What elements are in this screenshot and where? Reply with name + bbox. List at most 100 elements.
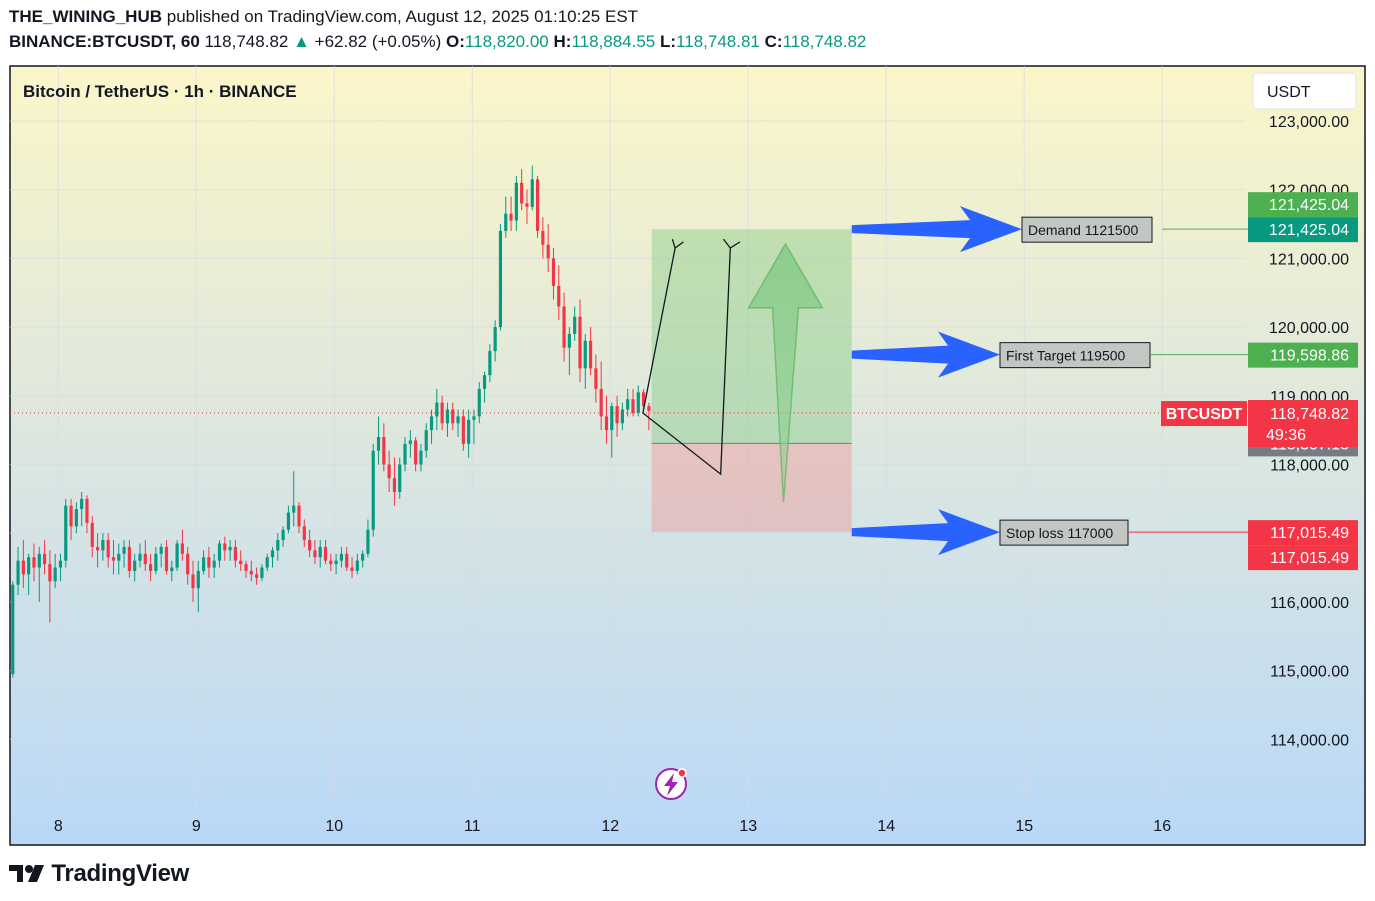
candle-body [398, 464, 402, 492]
price-tag [1248, 342, 1358, 368]
high-value: 118,884.55 [571, 32, 656, 51]
candle-body [615, 406, 619, 424]
big-up-arrow-icon [747, 242, 824, 503]
candle-body [308, 540, 312, 551]
candle-body [641, 392, 646, 407]
candle-body [382, 437, 386, 465]
candle-body [53, 567, 57, 582]
candle-body [392, 478, 397, 492]
candle-body [329, 560, 333, 565]
current-price-text: 118,748.82 [1270, 406, 1349, 423]
candle-body [318, 546, 322, 558]
candle-body [610, 406, 614, 431]
candle-body [514, 182, 518, 221]
publish-line: THE_WINING_HUB published on TradingView.… [9, 7, 638, 27]
price-tag-text: 119,598.86 [1270, 348, 1349, 365]
candle-body [588, 340, 593, 369]
price-labels: 121,425.04121,425.04119,598.86118,307.18… [1161, 192, 1358, 571]
candle-body [477, 388, 481, 417]
price-tick-label: 116,000.00 [1270, 595, 1349, 612]
candle-body [636, 392, 640, 413]
annotation-box [999, 342, 1151, 369]
candle-body [557, 285, 561, 307]
annotation-box [1021, 216, 1153, 243]
candle-body [546, 244, 550, 259]
candle-body [541, 230, 545, 245]
price-tick-label: 120,000.00 [1269, 320, 1349, 337]
candle-body [361, 553, 365, 561]
open-label: O: [446, 32, 465, 51]
price-tag [1248, 520, 1358, 546]
candle-body [504, 213, 508, 231]
candle-body [64, 505, 68, 561]
candle-body [175, 543, 179, 568]
candle-body [297, 505, 301, 527]
candle-body [286, 512, 291, 530]
candle-body [170, 567, 174, 571]
price-tag-text: 121,425.04 [1269, 197, 1349, 214]
price-tick-label: 114,000.00 [1270, 732, 1349, 749]
currency-button[interactable]: USDT [1252, 72, 1357, 110]
up-triangle-icon: ▲ [288, 32, 315, 51]
candle-body [355, 560, 359, 571]
time-tick-label: 11 [464, 818, 481, 835]
candle-body [80, 498, 84, 510]
candle-body [186, 553, 190, 575]
candle-body [122, 546, 126, 554]
current-price-tag [1248, 400, 1358, 448]
price-tag [1248, 217, 1358, 243]
candle-body [461, 416, 465, 444]
candle-body [106, 540, 110, 558]
tradingview-logo[interactable]: TradingView [9, 860, 189, 888]
blue-arrow-icon [851, 331, 1000, 378]
symbol-tag-text: BTCUSDT [1166, 406, 1243, 423]
candle-body [69, 505, 73, 527]
author-name[interactable]: THE_WINING_HUB [9, 7, 163, 26]
candle-body [244, 564, 248, 571]
candle-body [239, 560, 243, 565]
tradingview-logo-icon [9, 865, 44, 882]
symbol-tag [1161, 401, 1247, 427]
chart-title: Bitcoin / TetherUS · 1h · BINANCE [23, 82, 297, 101]
path-line-2 [642, 248, 731, 476]
candle-body [281, 529, 285, 541]
candle-body [143, 553, 147, 565]
price-tick-label: 115,000.00 [1270, 664, 1349, 681]
time-tick-label: 9 [192, 818, 201, 835]
candle-body [191, 574, 195, 589]
path-line-1 [642, 247, 676, 414]
time-tick-label: 13 [739, 818, 757, 835]
open-value: 118,820.00 [464, 32, 549, 51]
price-tag [1248, 545, 1358, 571]
candle-body [255, 574, 259, 578]
low-label: L: [660, 32, 677, 51]
candle-body [620, 409, 624, 424]
candle-body [42, 553, 47, 565]
candle-body [451, 409, 455, 424]
time-tick-label: 12 [601, 818, 619, 835]
candle-body [530, 179, 534, 207]
candle-body [58, 560, 63, 568]
time-axis[interactable]: 8 9 10 11 12 13 14 15 16 [54, 818, 1171, 835]
candle-body [260, 567, 264, 578]
candle-body [323, 546, 328, 561]
candle-body [48, 564, 52, 582]
candle-body [366, 529, 370, 554]
candle-body [498, 230, 503, 328]
candle-body [217, 543, 222, 561]
candle-body [228, 546, 232, 551]
candle-body [95, 546, 100, 551]
low-value: 118,748.81 [676, 32, 760, 51]
candle-body [148, 564, 153, 571]
price-tick-label: 123,000.00 [1269, 114, 1349, 131]
close-value: 118,748.82 [782, 32, 867, 51]
candle-body [435, 402, 439, 417]
time-tick-label: 16 [1153, 818, 1171, 835]
candle-body [509, 213, 513, 221]
drawings: Demand 1121500 First Target 119500 Stop lo… [642, 206, 1248, 556]
time-tick-label: 10 [325, 818, 343, 835]
lightning-icon[interactable] [655, 768, 687, 800]
candle-body [202, 557, 206, 571]
time-tick-label: 15 [1015, 818, 1033, 835]
